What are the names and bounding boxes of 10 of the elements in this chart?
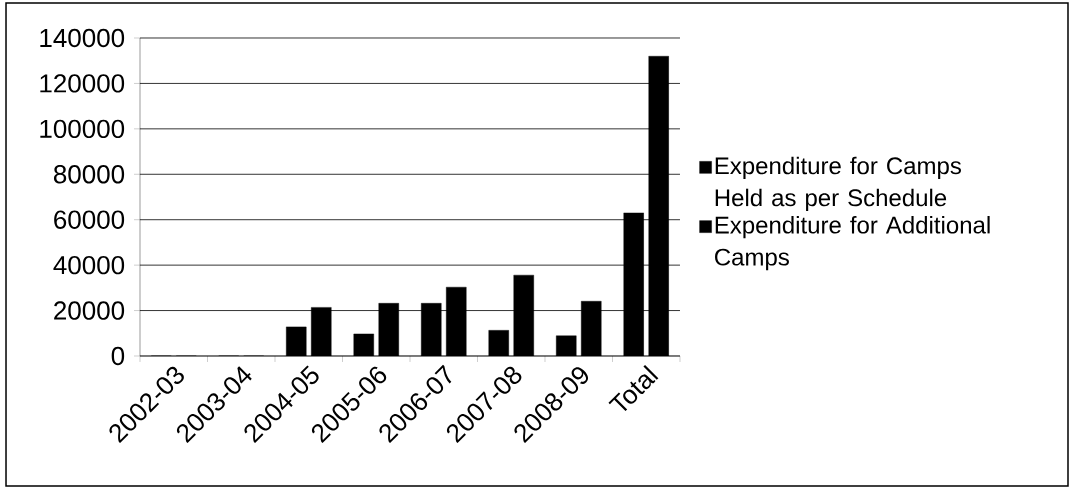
y-tick-label: 40000	[53, 255, 125, 275]
y-tick-label: 120000	[40, 74, 125, 93]
y-tick-label: 20000	[54, 301, 125, 320]
y-tick-label: 80000	[53, 165, 125, 184]
y-tick-label: 100000	[40, 119, 125, 139]
y-tick-label: 140000	[40, 28, 125, 48]
legend-label: Expenditure for Additional Camps	[715, 215, 990, 271]
y-tick-label: 60000	[54, 210, 125, 229]
legend-label: Expenditure for Camps Held as per Schedule	[715, 156, 961, 212]
y-tick-label: 0	[111, 346, 125, 366]
